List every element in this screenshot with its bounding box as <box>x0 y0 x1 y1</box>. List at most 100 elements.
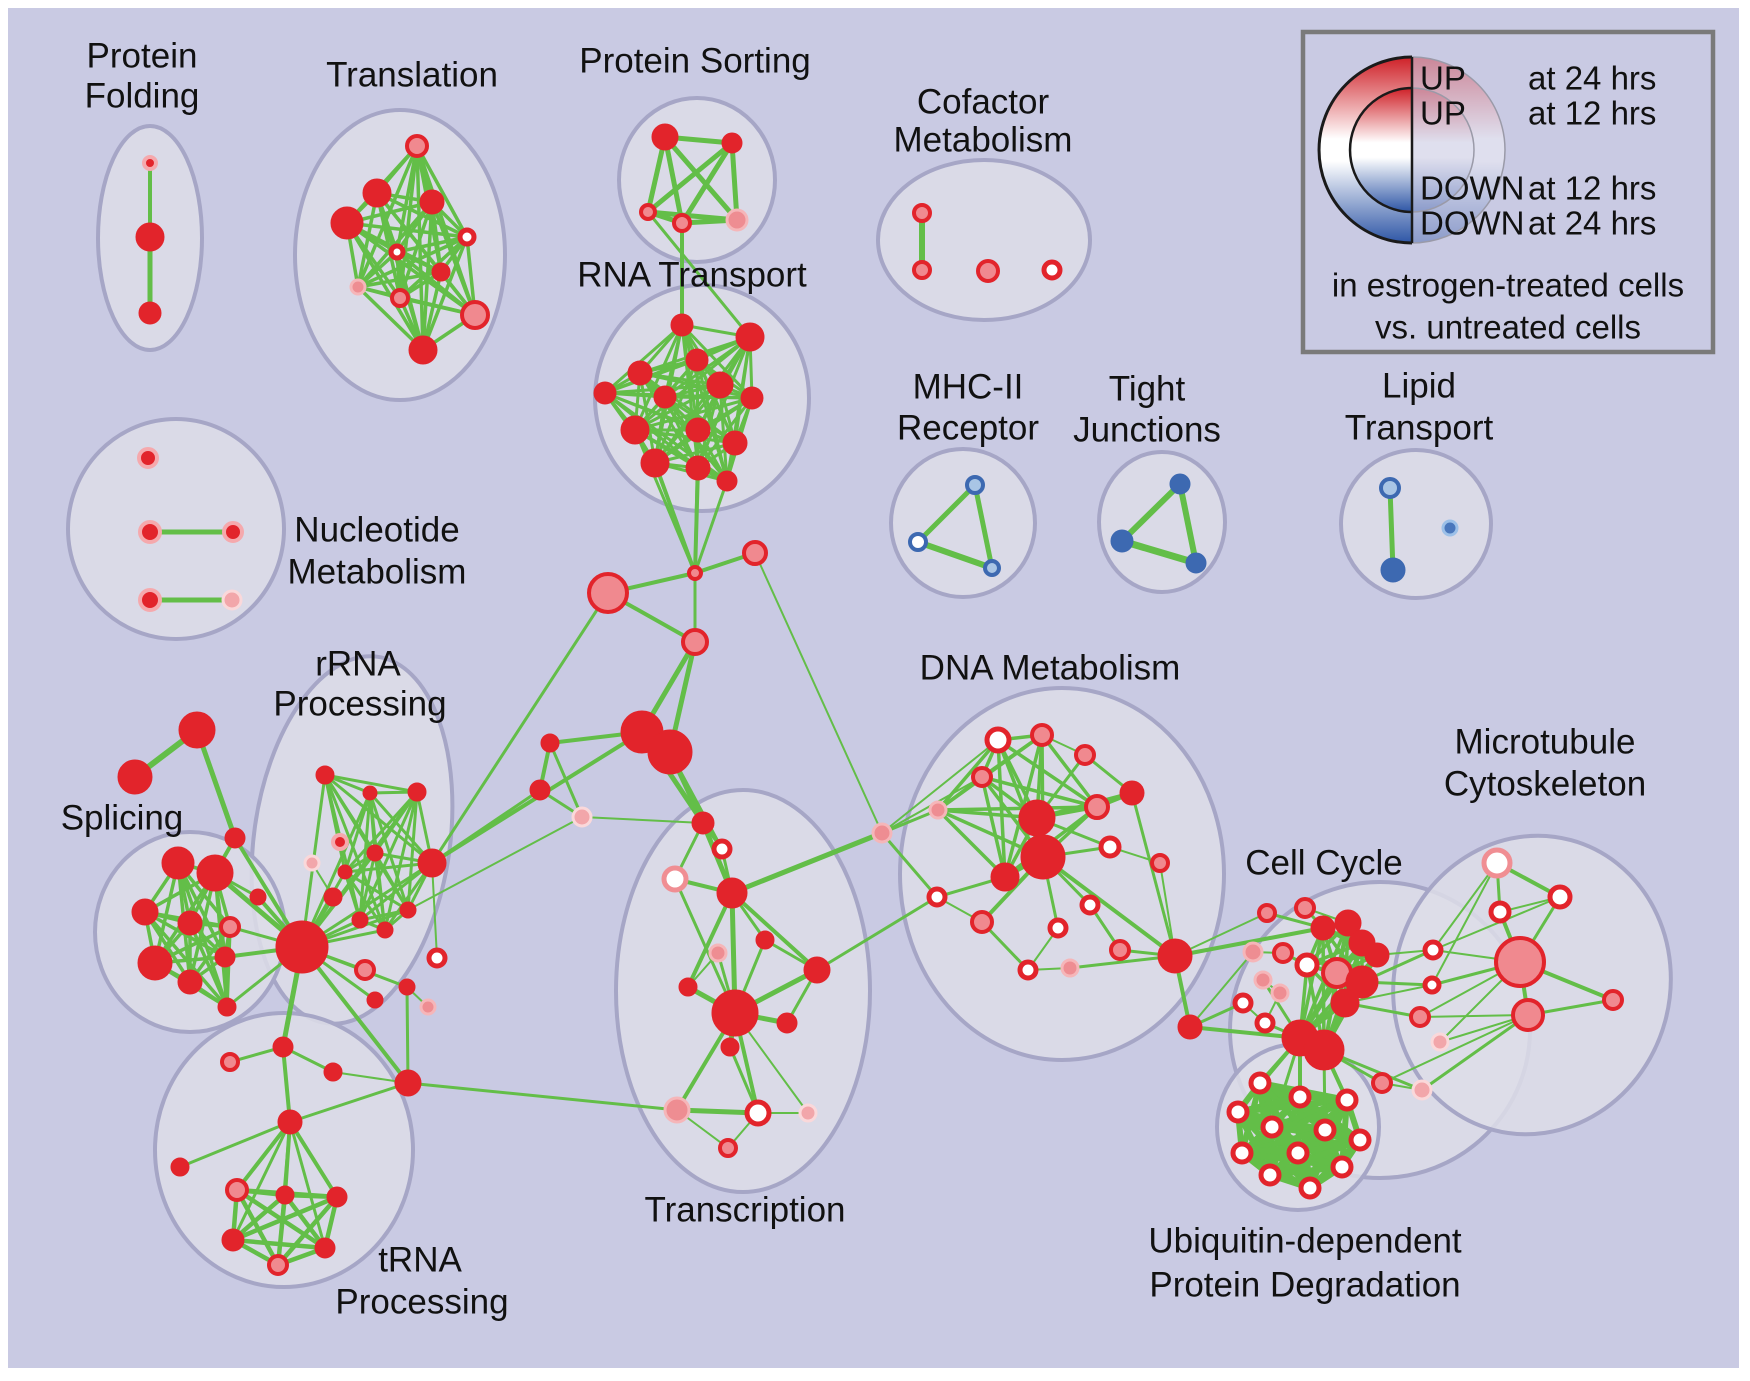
gene-node-dm2 <box>1030 723 1054 747</box>
gene-node-tnh <box>277 1109 303 1135</box>
gene-node-ub10 <box>1258 1163 1282 1187</box>
cluster-label-microtubule-cytoskeleton-line2: Cytoskeleton <box>1444 764 1646 803</box>
gene-node-br6 <box>1411 1079 1433 1101</box>
gene-node-t7 <box>431 262 451 282</box>
gene-node-lp2 <box>1380 557 1406 583</box>
gene-node-rr11 <box>376 921 394 939</box>
gene-node-tp4 <box>221 1228 245 1252</box>
gene-node-tni <box>170 1157 190 1177</box>
gene-node-tx15 <box>718 1138 738 1158</box>
gene-node-tx4 <box>716 877 748 909</box>
gene-node-nm4 <box>138 588 162 612</box>
gene-node-tx10 <box>803 956 831 984</box>
cluster-label-cofactor-metabolism-line2: Metabolism <box>894 120 1073 159</box>
gene-node-rt12 <box>640 448 670 478</box>
gene-node-cf1 <box>912 203 932 223</box>
gene-node-ch2 <box>742 540 768 566</box>
gene-node-br1 <box>1422 939 1444 961</box>
gene-node-br5 <box>1371 1072 1393 1094</box>
gene-node-cc14 <box>1232 992 1254 1014</box>
gene-node-rr4 <box>331 833 349 851</box>
gene-node-dm16 <box>1109 939 1131 961</box>
gene-node-s4 <box>672 213 692 233</box>
gene-node-nm5 <box>221 589 243 611</box>
gene-node-dm4 <box>971 766 993 788</box>
gene-node-tx1 <box>691 811 715 835</box>
gene-node-rt9 <box>620 415 650 445</box>
gene-node-ch1 <box>687 565 703 581</box>
cluster-label-nucleotide-metabolism-line2: Metabolism <box>288 552 467 591</box>
gene-node-sp1 <box>161 846 195 880</box>
gene-node-ub9 <box>1286 1141 1310 1165</box>
cluster-ellipse-trna-processing <box>153 1011 415 1289</box>
gene-node-sp10 <box>249 888 267 906</box>
gene-node-sp2 <box>196 854 234 892</box>
gene-node-cc7 <box>1272 942 1294 964</box>
gene-node-m3 <box>983 559 1001 577</box>
gene-node-dm17 <box>1047 917 1069 939</box>
gene-node-cc1 <box>1257 903 1277 923</box>
gene-node-pf1 <box>142 155 158 171</box>
legend-note-line2: vs. untreated cells <box>1375 309 1641 346</box>
gene-node-tu2 <box>272 1036 294 1058</box>
cluster-label-ubiquitin-dependent-protein-degradation-line1: Ubiquitin-dependent <box>1148 1221 1462 1260</box>
gene-node-rr15 <box>398 978 416 996</box>
gene-node-rr2 <box>362 785 378 801</box>
gene-node-m1 <box>965 475 985 495</box>
gene-node-ub11 <box>1298 1176 1322 1200</box>
legend-row-1-time: at 24 hrs <box>1528 60 1656 97</box>
gene-node-dm14 <box>970 910 994 934</box>
legend-row-4-time: at 24 hrs <box>1528 205 1656 242</box>
gene-node-nm1 <box>137 447 159 469</box>
gene-node-t9 <box>390 288 410 308</box>
gene-node-tj2 <box>1110 529 1134 553</box>
gene-node-ch3 <box>587 572 629 614</box>
legend-row-3-direction: DOWN <box>1420 170 1524 207</box>
gene-node-tp5 <box>314 1237 336 1259</box>
gene-node-s2 <box>721 132 743 154</box>
gene-node-cc2 <box>1294 897 1316 919</box>
gene-node-tx12 <box>663 1096 691 1124</box>
gene-node-cc3 <box>1310 915 1336 941</box>
gene-node-tx6 <box>708 943 728 963</box>
cluster-label-translation: Translation <box>326 55 498 94</box>
gene-node-dm6 <box>1119 780 1145 806</box>
gene-node-rt4 <box>685 348 709 372</box>
cluster-label-ubiquitin-dependent-protein-degradation-line2: Protein Degradation <box>1149 1265 1460 1304</box>
gene-node-dm9 <box>1020 834 1066 880</box>
gene-node-dm8 <box>1018 799 1056 837</box>
cluster-label-rrna-processing-line1: rRNA <box>315 644 401 683</box>
gene-node-cf3 <box>976 259 1000 283</box>
gene-node-rr16 <box>366 991 384 1009</box>
gene-node-cc19 <box>1364 942 1390 968</box>
gene-node-rr8 <box>323 887 343 907</box>
gene-node-t10 <box>460 300 490 330</box>
gene-node-ub2 <box>1288 1085 1312 1109</box>
gene-node-tx8 <box>711 989 759 1037</box>
gene-node-mc4 <box>1494 936 1546 988</box>
gene-node-ch8 <box>529 779 551 801</box>
gene-node-rr6 <box>337 864 353 880</box>
gene-node-sp3 <box>131 898 159 926</box>
gene-node-ub1 <box>1248 1071 1272 1095</box>
gene-node-mc3 <box>1488 900 1512 924</box>
cluster-label-trna-processing-line1: tRNA <box>378 1240 462 1279</box>
gene-node-cc10 <box>1345 965 1379 999</box>
gene-node-br4 <box>1430 1032 1450 1052</box>
cluster-label-lipid-transport-line1: Lipid <box>1382 366 1456 405</box>
gene-node-t2 <box>362 178 392 208</box>
gene-node-cc11 <box>1330 988 1360 1018</box>
gene-node-pf2 <box>135 222 165 252</box>
gene-node-dm11 <box>1098 835 1122 859</box>
gene-node-cf2 <box>912 260 932 280</box>
cluster-ellipse-lipid-transport <box>1339 448 1493 600</box>
gene-node-rt3 <box>627 360 653 386</box>
gene-node-cc6 <box>1242 941 1264 963</box>
gene-node-tx14 <box>798 1103 818 1123</box>
gene-node-m2 <box>908 532 928 552</box>
gene-node-t11 <box>408 335 438 365</box>
gene-node-tx11 <box>720 1037 740 1057</box>
